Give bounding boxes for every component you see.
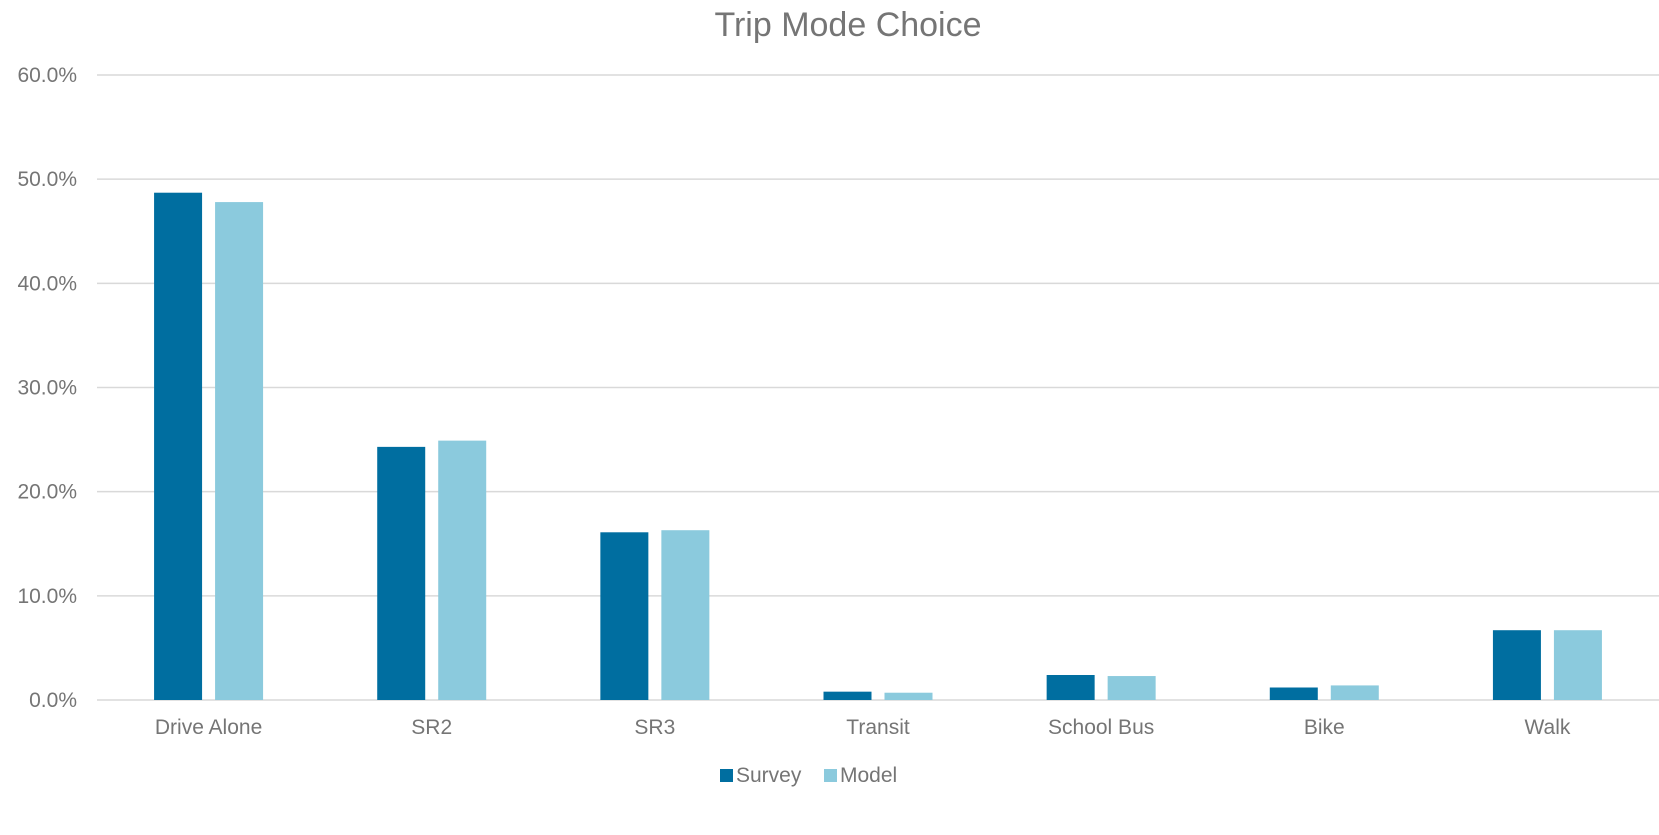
legend: Survey Model (720, 764, 897, 787)
y-tick-label: 50.0% (17, 168, 77, 191)
y-tick-label: 30.0% (17, 377, 77, 400)
gridlines (97, 74, 1659, 701)
x-tick-label: SR2 (411, 716, 452, 739)
x-axis-tick-labels: Drive Alone SR2 SR3 Transit School Bus Bike Wa… (155, 716, 1571, 739)
y-tick-label: 0.0% (29, 689, 77, 712)
x-tick-label: School Bus (1048, 716, 1154, 739)
bar-survey-drive-alone (154, 192, 203, 701)
x-tick-label: Walk (1524, 716, 1570, 739)
bar-model-walk (1553, 630, 1602, 700)
bar-survey-transit (823, 691, 872, 700)
bar-survey-bike (1269, 687, 1318, 700)
bar-model-bike (1330, 685, 1379, 700)
x-tick-label: Bike (1304, 716, 1345, 739)
y-tick-label: 20.0% (17, 481, 77, 504)
y-tick-label: 60.0% (17, 64, 77, 87)
bar-survey-sr2 (377, 446, 426, 700)
legend-label-survey: Survey (736, 764, 802, 787)
bar-survey-sr3 (600, 532, 649, 700)
x-tick-label: Transit (846, 716, 910, 739)
y-tick-label: 40.0% (17, 272, 77, 295)
x-tick-label: Drive Alone (155, 716, 262, 739)
bar-model-school-bus (1107, 676, 1156, 700)
legend-swatch-model (824, 769, 837, 782)
bar-model-transit (884, 692, 933, 700)
bar-survey-school-bus (1046, 675, 1095, 700)
chart-title: Trip Mode Choice (714, 6, 981, 44)
bar-model-drive-alone (215, 202, 264, 701)
bar-model-sr3 (661, 530, 710, 700)
y-tick-label: 10.0% (17, 585, 77, 608)
legend-swatch-survey (720, 769, 733, 782)
bar-model-sr2 (438, 440, 487, 700)
legend-label-model: Model (840, 764, 897, 787)
bars (154, 192, 1602, 701)
y-axis-tick-labels: 0.0% 10.0% 20.0% 30.0% 40.0% 50.0% 60.0% (17, 64, 77, 712)
x-tick-label: SR3 (634, 716, 675, 739)
bar-survey-walk (1492, 630, 1541, 700)
